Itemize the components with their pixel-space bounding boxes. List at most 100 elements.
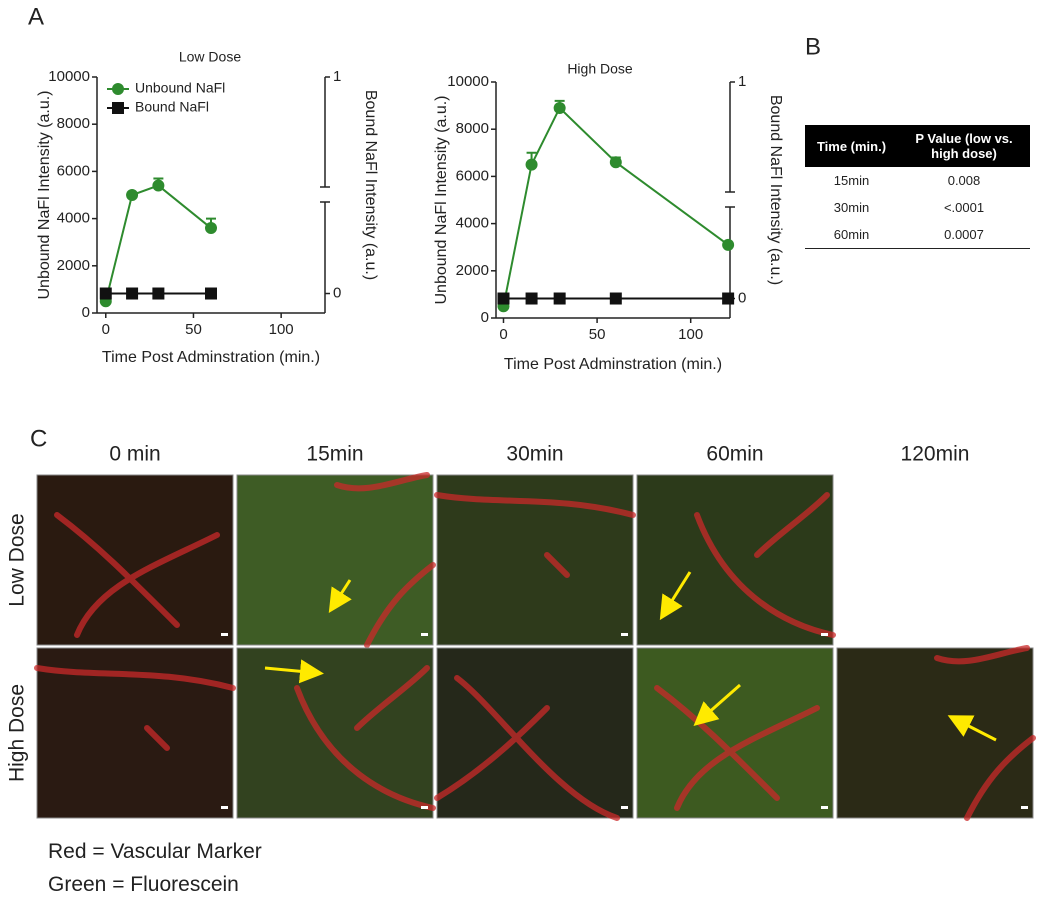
table-cell: <.0001 (943, 200, 985, 215)
micrograph (436, 647, 634, 819)
column-label: 30min (506, 443, 563, 466)
x-tick-label: 50 (589, 326, 606, 343)
data-point (553, 292, 566, 305)
x-tick-label: 100 (269, 321, 294, 338)
y-tick-label: 2000 (456, 262, 489, 279)
chart-title: Low Dose (179, 49, 241, 65)
data-point (553, 101, 566, 114)
vessel (654, 685, 820, 811)
x-tick-label: 0 (102, 321, 110, 338)
y-tick-label: 4000 (456, 215, 489, 232)
data-point (609, 156, 622, 169)
column-label: 120min (901, 443, 970, 466)
legend-marker (112, 102, 124, 114)
data-point (722, 238, 735, 251)
y2-tick-label: 0 (333, 284, 341, 301)
micrograph (636, 474, 834, 646)
y2-axis-label: Bound NaFl Intensity (a.u.) (767, 95, 784, 285)
micrograph (236, 647, 434, 819)
scale-bar (1021, 806, 1028, 809)
legend-label: Bound NaFl (135, 99, 209, 115)
data-point (126, 287, 139, 300)
data-point (609, 292, 622, 305)
column-label: 60min (706, 443, 763, 466)
y2-tick-label: 0 (738, 289, 746, 306)
data-point (205, 287, 217, 300)
row-label: Low Dose (6, 513, 29, 606)
y-tick-label: 10000 (447, 73, 489, 90)
column-label: 15min (306, 443, 363, 466)
table-cell: 0.008 (947, 173, 981, 188)
y-tick-label: 2000 (57, 257, 90, 274)
scale-bar (421, 633, 428, 636)
y-axis-label: Unbound NaFl Intensity (a.u.) (36, 91, 53, 300)
y2-tick-label: 1 (333, 68, 341, 85)
micrograph (836, 647, 1034, 819)
y-tick-label: 6000 (57, 162, 90, 179)
p-value-table: Time (min.) P Value (low vs. high dose) 1… (805, 125, 1030, 249)
vessel (294, 665, 436, 811)
micrograph (236, 474, 434, 646)
arrow (328, 579, 352, 614)
vessel (434, 492, 636, 578)
legend-label: Unbound NaFl (135, 80, 225, 96)
arrow (947, 715, 997, 742)
x-axis-label: Time Post Adminstration (min.) (504, 356, 722, 373)
data-point (205, 222, 217, 235)
data-point (99, 287, 112, 300)
column-label: 0 min (109, 443, 160, 466)
table-cell: 60min (805, 221, 898, 249)
chart-title: High Dose (567, 61, 633, 77)
arrow (659, 571, 692, 621)
y-tick-label: 0 (82, 304, 90, 321)
legend-marker (112, 83, 124, 95)
series-line (104, 184, 212, 302)
y2-tick-label: 1 (738, 73, 746, 90)
vessel (34, 665, 236, 751)
vessel (54, 512, 220, 638)
micrograph (636, 647, 834, 819)
legend-text: Red = Vascular Marker (48, 840, 262, 863)
data-point (152, 179, 165, 192)
x-tick-label: 0 (499, 326, 507, 343)
y-tick-label: 8000 (456, 120, 489, 137)
table-header: Time (min.) (805, 125, 898, 167)
series-line (502, 106, 729, 307)
scale-bar (221, 806, 228, 809)
table-cell: 30min (833, 200, 870, 215)
data-point (525, 158, 538, 171)
panel-label: B (805, 33, 821, 60)
scale-bar (621, 806, 628, 809)
panel-label: C (30, 425, 47, 452)
y-tick-label: 8000 (57, 115, 90, 132)
row-label: High Dose (6, 684, 29, 782)
scale-bar (621, 633, 628, 636)
x-axis-label: Time Post Adminstration (min.) (102, 349, 320, 366)
table-cell: 15min (833, 173, 870, 188)
scale-bar (821, 806, 828, 809)
panel-label: A (28, 3, 44, 30)
vessel (334, 472, 436, 648)
y-tick-label: 4000 (57, 210, 90, 227)
vessel (434, 675, 620, 821)
data-point (525, 292, 538, 305)
legend-text: Green = Fluorescein (48, 873, 239, 896)
scale-bar (421, 806, 428, 809)
data-point (497, 292, 510, 305)
table-header: P Value (low vs. high dose) (898, 125, 1030, 167)
x-tick-label: 100 (678, 326, 703, 343)
scale-bar (821, 633, 828, 636)
micrograph (36, 474, 234, 646)
y-tick-label: 6000 (456, 167, 489, 184)
data-point (126, 189, 139, 201)
arrow (264, 659, 324, 684)
y-tick-label: 0 (481, 309, 489, 326)
x-tick-label: 50 (185, 321, 202, 338)
data-point (722, 292, 735, 305)
data-point (152, 287, 165, 300)
y-axis-label: Unbound NaFl Intensity (a.u.) (433, 96, 450, 305)
scale-bar (221, 633, 228, 636)
arrow (693, 683, 741, 726)
